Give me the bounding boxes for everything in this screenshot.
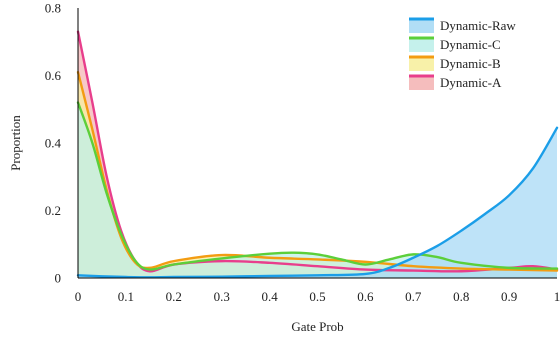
legend-item-dynamic-a: Dynamic-A xyxy=(409,74,502,90)
area-dynamic-c xyxy=(78,102,557,278)
x-axis-label: Gate Prob xyxy=(291,319,343,334)
legend-item-dynamic-raw: Dynamic-Raw xyxy=(409,17,516,33)
x-tick-label: 0.7 xyxy=(405,289,422,304)
area-dynamic-raw xyxy=(78,127,557,278)
series-lines xyxy=(76,30,559,279)
y-tick-label: 0.2 xyxy=(45,203,61,218)
legend-label: Dynamic-C xyxy=(440,37,501,52)
x-tick-label: 0.8 xyxy=(453,289,469,304)
line-dynamic-c xyxy=(76,101,559,271)
x-tick-label: 0.1 xyxy=(118,289,134,304)
axes xyxy=(77,8,557,279)
legend-swatch xyxy=(409,57,434,71)
line-dynamic-raw xyxy=(76,126,559,279)
legend-label: Dynamic-Raw xyxy=(440,18,516,33)
y-tick-label: 0.6 xyxy=(45,68,62,83)
x-tick-label: 0.6 xyxy=(357,289,374,304)
legend-label: Dynamic-B xyxy=(440,56,501,71)
x-tick-label: 0 xyxy=(75,289,82,304)
x-tick-label: 0.4 xyxy=(261,289,278,304)
legend-item-dynamic-c: Dynamic-C xyxy=(409,36,501,52)
x-tick-label: 0.9 xyxy=(501,289,517,304)
x-tick-label: 0.3 xyxy=(214,289,230,304)
y-tick-label: 0.4 xyxy=(45,136,62,151)
legend-swatch xyxy=(409,38,434,52)
legend-item-dynamic-b: Dynamic-B xyxy=(409,55,501,71)
x-tick-label: 0.2 xyxy=(166,289,182,304)
y-tick-label: 0 xyxy=(55,271,62,286)
legend: Dynamic-Raw Dynamic-C Dynamic-B Dynamic-A xyxy=(409,17,516,90)
x-tick-label: 0.5 xyxy=(309,289,325,304)
legend-label: Dynamic-A xyxy=(440,75,502,90)
legend-swatch xyxy=(409,76,434,90)
legend-swatch xyxy=(409,19,434,33)
x-tick-label: 1 xyxy=(554,289,560,304)
y-tick-label: 0.8 xyxy=(45,1,61,16)
area-fills xyxy=(78,31,557,278)
tick-labels: 0 0.1 0.2 0.3 0.4 0.5 0.6 0.7 0.8 0.9 1 0 0.2 0.4 0.6 0… xyxy=(45,1,560,305)
y-axis-label: Proportion xyxy=(8,115,23,171)
